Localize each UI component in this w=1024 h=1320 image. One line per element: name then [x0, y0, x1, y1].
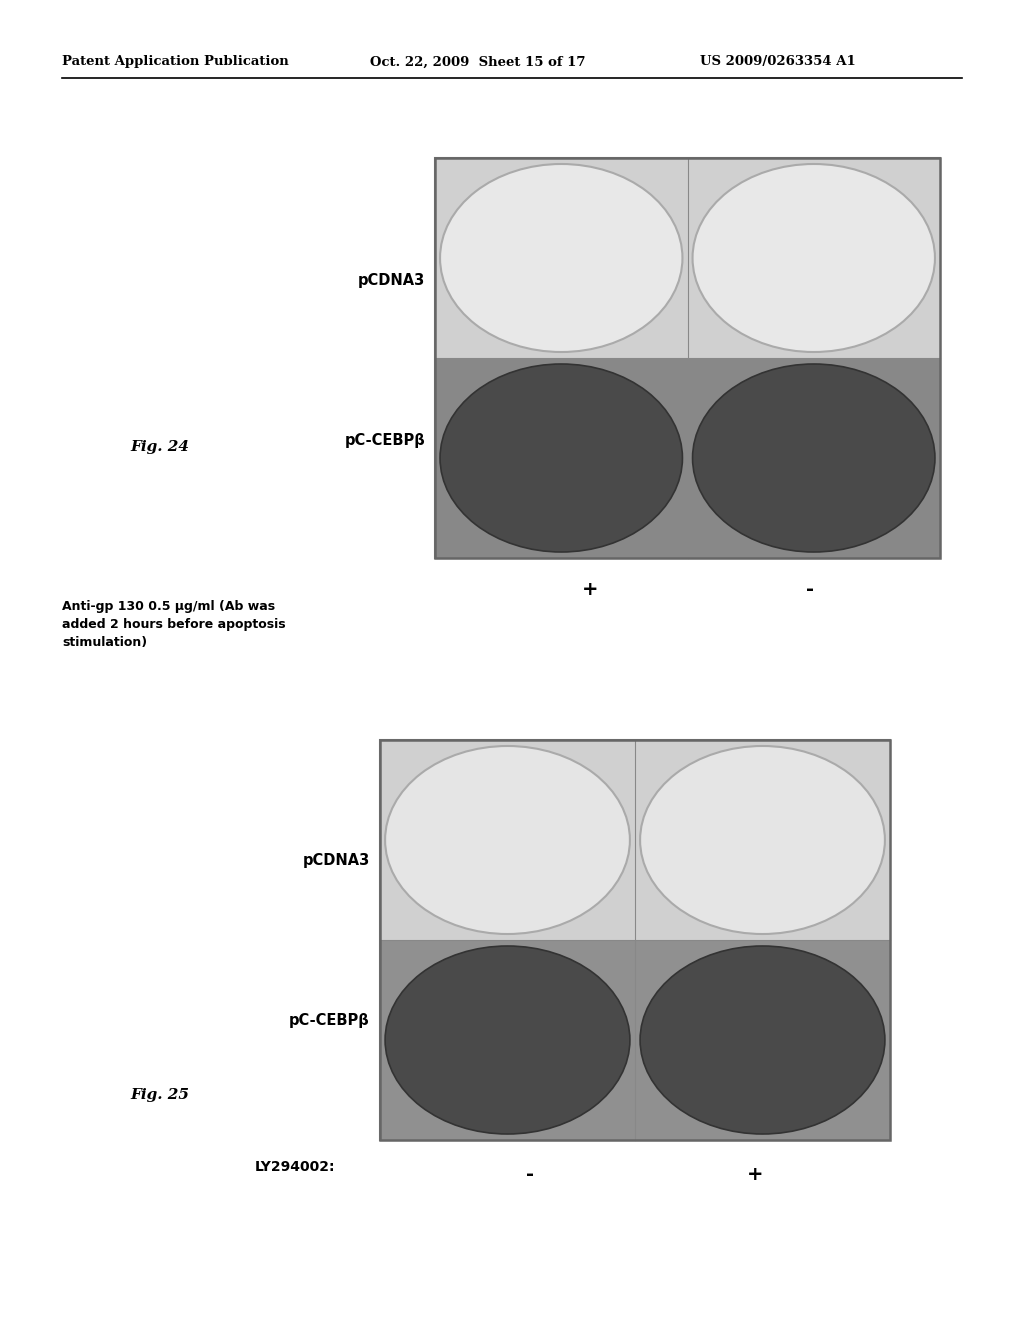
Text: Anti-gp 130 0.5 μg/ml (Ab was
added 2 hours before apoptosis
stimulation): Anti-gp 130 0.5 μg/ml (Ab was added 2 ho… [62, 601, 286, 649]
Bar [435, 158, 940, 558]
Text: -: - [526, 1166, 534, 1184]
Ellipse shape [692, 164, 935, 352]
Ellipse shape [385, 946, 630, 1134]
Text: pCDNA3: pCDNA3 [357, 272, 425, 288]
Text: Patent Application Publication: Patent Application Publication [62, 55, 289, 69]
Bar [380, 940, 890, 1140]
Bar [380, 741, 890, 1140]
Ellipse shape [640, 746, 885, 935]
Bar [380, 741, 890, 940]
Ellipse shape [440, 164, 682, 352]
Bar [435, 158, 940, 558]
Bar [380, 741, 890, 1140]
Text: Fig. 24: Fig. 24 [130, 440, 189, 454]
Ellipse shape [440, 364, 682, 552]
Text: +: + [746, 1166, 763, 1184]
Bar [435, 158, 940, 358]
Text: -: - [806, 579, 814, 599]
Text: LY294002:: LY294002: [255, 1160, 336, 1173]
Text: US 2009/0263354 A1: US 2009/0263354 A1 [700, 55, 856, 69]
Text: pCDNA3: pCDNA3 [303, 853, 370, 867]
Ellipse shape [640, 946, 885, 1134]
Bar [435, 358, 940, 558]
Text: pC-CEBPβ: pC-CEBPβ [344, 433, 425, 447]
Text: Fig. 25: Fig. 25 [130, 1088, 189, 1102]
Ellipse shape [692, 364, 935, 552]
Text: Oct. 22, 2009  Sheet 15 of 17: Oct. 22, 2009 Sheet 15 of 17 [370, 55, 586, 69]
Text: pC-CEBPβ: pC-CEBPβ [289, 1012, 370, 1027]
Ellipse shape [385, 746, 630, 935]
Text: +: + [582, 579, 598, 599]
